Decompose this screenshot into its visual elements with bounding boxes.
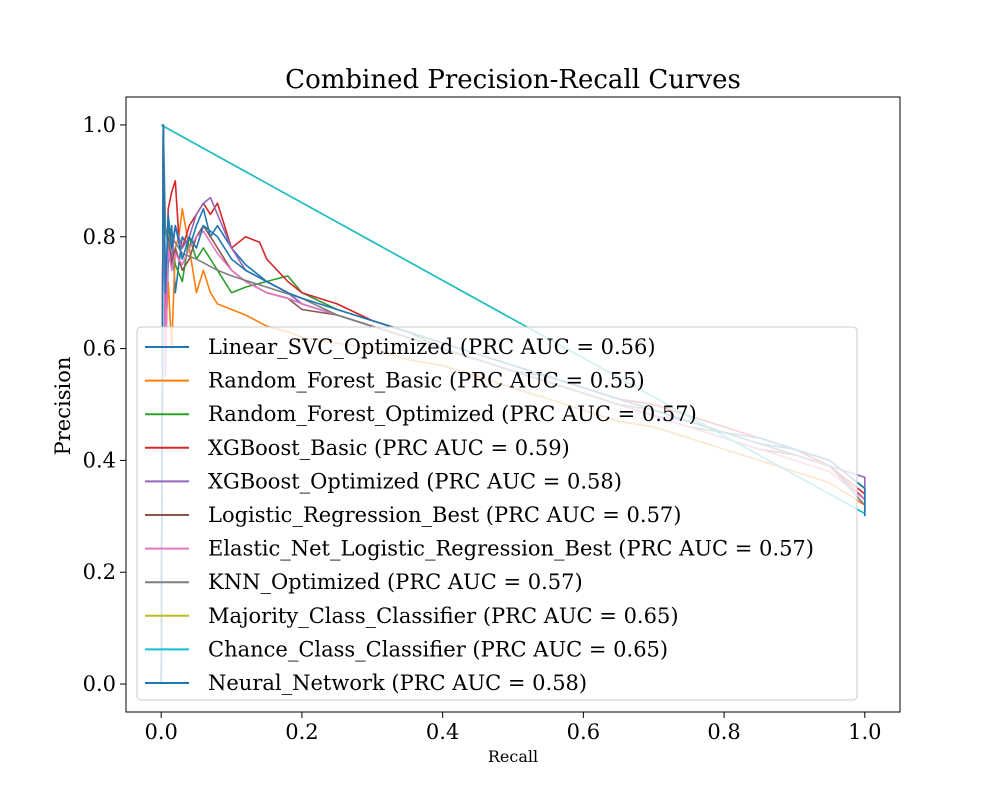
legend-box — [136, 326, 858, 701]
legend-entry: XGBoost_Basic (PRC AUC = 0.59) — [208, 436, 570, 460]
legend-entry: Neural_Network (PRC AUC = 0.58) — [208, 671, 587, 695]
y-tick-label: 0.4 — [83, 448, 116, 472]
legend: Linear_SVC_Optimized (PRC AUC = 0.56) Ran… — [136, 326, 858, 701]
x-tick-label: 0.8 — [707, 720, 740, 744]
y-tick-label: 0.8 — [83, 225, 116, 249]
legend-entry: Random_Forest_Basic (PRC AUC = 0.55) — [208, 369, 645, 393]
legend-entry: Logistic_Regression_Best (PRC AUC = 0.57… — [208, 503, 681, 527]
y-tick-label: 1.0 — [83, 113, 116, 137]
legend-entry: Elastic_Net_Logistic_Regression_Best (PR… — [208, 537, 814, 561]
legend-entry: KNN_Optimized (PRC AUC = 0.57) — [208, 570, 583, 594]
legend-entry: Chance_Class_Classifier (PRC AUC = 0.65) — [208, 637, 668, 661]
legend-entry: XGBoost_Optimized (PRC AUC = 0.58) — [208, 469, 622, 493]
axes-frame — [125, 96, 901, 713]
x-tick-label: 0.6 — [567, 720, 600, 744]
legend-entry: Random_Forest_Optimized (PRC AUC = 0.57) — [208, 402, 697, 426]
x-tick-label: 0.2 — [285, 720, 318, 744]
y-axis-label: Precision — [51, 357, 75, 456]
chart-title: Combined Precision-Recall Curves — [285, 65, 741, 95]
legend-entry: Majority_Class_Classifier (PRC AUC = 0.6… — [208, 604, 679, 628]
x-tick-label: 0.0 — [144, 720, 177, 744]
x-tick-label: 0.4 — [426, 720, 459, 744]
x-axis-label: Recall — [488, 747, 538, 766]
y-tick-label: 0.6 — [83, 337, 116, 361]
x-tick-label: 1.0 — [848, 720, 881, 744]
y-tick-label: 0.2 — [83, 560, 116, 584]
axis-ticks: 0.0 0.2 0.4 0.6 0.8 1.0 0.0 0.2 0.4 0.6 0.8 1.0 — [83, 113, 882, 744]
legend-entry: Linear_SVC_Optimized (PRC AUC = 0.56) — [208, 335, 656, 359]
y-tick-label: 0.0 — [83, 672, 116, 696]
